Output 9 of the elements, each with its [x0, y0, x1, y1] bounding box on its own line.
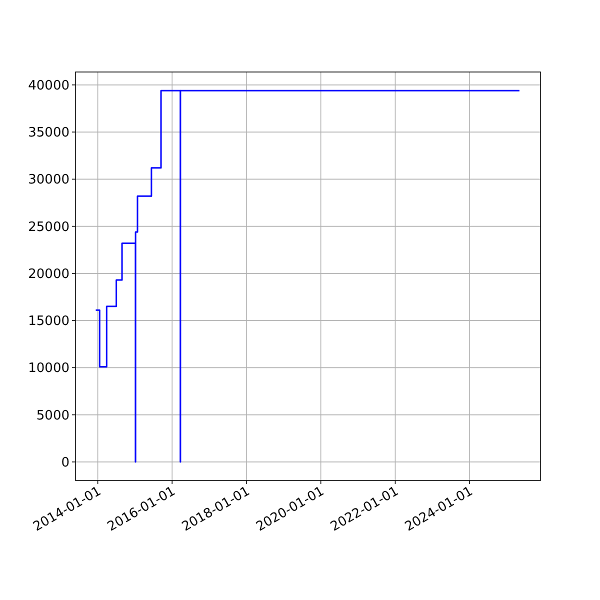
y-tick-label: 25000 [28, 220, 70, 235]
y-tick-label: 20000 [28, 266, 70, 282]
y-tick-label: 40000 [28, 78, 70, 94]
y-tick-label: 30000 [28, 172, 70, 188]
y-tick-label: 10000 [28, 361, 70, 376]
y-tick-label: 5000 [36, 408, 70, 424]
y-tick-label: 35000 [28, 126, 70, 141]
y-tick-label: 0 [61, 455, 70, 470]
y-tick-label: 15000 [28, 314, 70, 330]
